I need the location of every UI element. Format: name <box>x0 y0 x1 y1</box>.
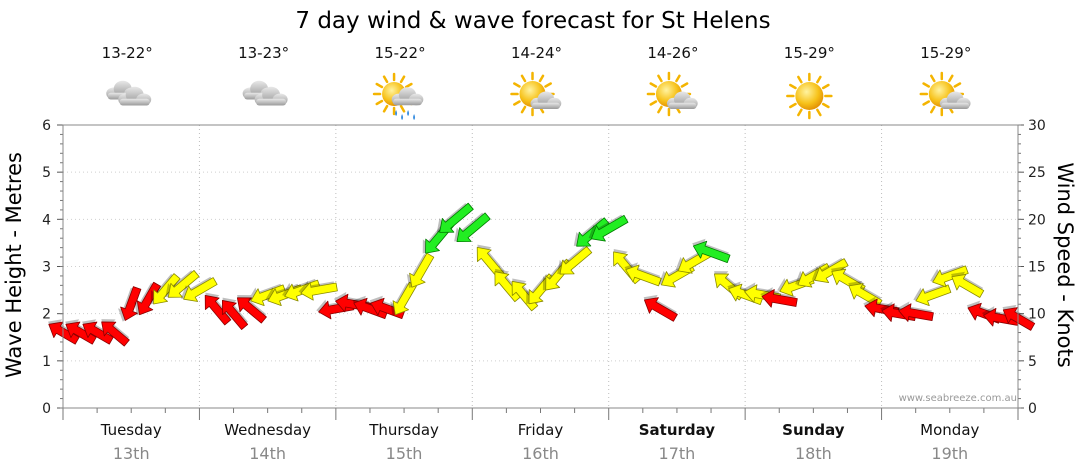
day-temperature: 13-22° <box>102 44 153 62</box>
day-name: Wednesday <box>224 421 311 439</box>
wind-arrow <box>221 297 249 330</box>
day-name: Saturday <box>639 421 716 439</box>
wind-arrow <box>897 301 934 322</box>
right-tick-label: 30 <box>1028 118 1046 134</box>
wind-arrow <box>930 264 969 288</box>
wind-arrow <box>180 276 218 302</box>
wind-arrow <box>82 319 114 345</box>
wind-arrow <box>406 252 435 288</box>
sun-cloud-rain-icon <box>372 72 424 120</box>
right-tick-label: 20 <box>1028 212 1046 228</box>
wind-arrow <box>692 238 731 263</box>
wind-arrow <box>760 287 798 308</box>
left-axis-label: Wave Height - Metres <box>2 152 26 378</box>
left-tick-label: 4 <box>42 212 51 228</box>
sun-cloud-icon <box>510 71 562 117</box>
day-temperature: 14-26° <box>647 44 698 62</box>
day-date: 19th <box>931 444 968 463</box>
day-name: Thursday <box>368 421 439 439</box>
left-tick-label: 1 <box>42 354 51 370</box>
day-temperature: 13-23° <box>238 44 289 62</box>
wind-arrow <box>204 292 232 326</box>
day-temperature: 15-29° <box>784 44 835 62</box>
left-tick-label: 0 <box>42 401 51 417</box>
sun-cloud-icon <box>646 71 698 117</box>
left-tick-label: 5 <box>42 165 51 181</box>
right-axis-label: Wind Speed - Knots <box>1053 162 1077 367</box>
watermark: www.seabreeze.com.au <box>899 393 1017 404</box>
day-name: Sunday <box>782 421 845 439</box>
day-date: 16th <box>522 444 559 463</box>
wind-arrow <box>643 294 678 322</box>
plot-frame <box>62 124 1019 409</box>
left-tick-label: 3 <box>42 260 51 276</box>
left-tick-label: 6 <box>42 118 51 134</box>
day-name: Tuesday <box>100 421 162 439</box>
day-name: Friday <box>518 421 564 439</box>
sun-cloud-icon <box>919 71 971 117</box>
right-tick-label: 5 <box>1028 354 1037 370</box>
day-date: 14th <box>249 444 286 463</box>
left-tick-label: 2 <box>42 307 51 323</box>
wind-arrow <box>811 257 849 283</box>
right-tick-label: 0 <box>1028 401 1037 417</box>
chart-title: 7 day wind & wave forecast for St Helens <box>295 8 770 34</box>
day-temperature: 14-24° <box>511 44 562 62</box>
wind-arrow <box>150 273 181 305</box>
day-temperature: 15-29° <box>920 44 971 62</box>
wind-arrow <box>913 283 952 307</box>
day-name: Monday <box>920 421 979 439</box>
day-date: 18th <box>795 444 832 463</box>
right-tick-label: 10 <box>1028 307 1046 323</box>
sun-icon <box>786 72 833 120</box>
wind-arrow <box>298 280 338 301</box>
day-date: 17th <box>659 444 696 463</box>
cloud-icon <box>242 80 288 106</box>
wind-arrow <box>588 214 629 242</box>
wind-arrow <box>236 294 267 324</box>
wind-arrow <box>624 262 662 287</box>
wind-arrow <box>165 270 200 298</box>
weather-row: 13-22° 13-23° 15-22° 14-24° 14-26° 15-29° 15-2… <box>102 44 971 120</box>
day-labels: Tuesday 13th Wednesday 14th Thursday 15th Frid… <box>62 408 1019 463</box>
right-tick-label: 15 <box>1028 260 1046 276</box>
left-axis: 0 1 2 3 4 5 6 <box>42 118 63 417</box>
right-axis: 0 5 10 15 20 25 30 <box>1018 118 1046 417</box>
wind-arrow <box>454 212 491 243</box>
wind-arrow <box>248 283 287 307</box>
day-date: 15th <box>386 444 423 463</box>
grid-lines <box>63 124 1018 409</box>
wind-arrow <box>118 286 142 322</box>
wind-arrow <box>613 249 642 285</box>
wind-arrows <box>48 202 1036 347</box>
day-temperature: 15-22° <box>375 44 426 62</box>
cloud-icon <box>106 80 152 106</box>
wind-arrow <box>951 271 985 298</box>
wind-arrow <box>557 246 593 275</box>
right-tick-label: 25 <box>1028 165 1046 181</box>
wind-arrow <box>101 319 130 347</box>
wind-arrow <box>436 202 474 233</box>
wind-arrow <box>573 217 610 247</box>
day-date: 13th <box>113 444 150 463</box>
